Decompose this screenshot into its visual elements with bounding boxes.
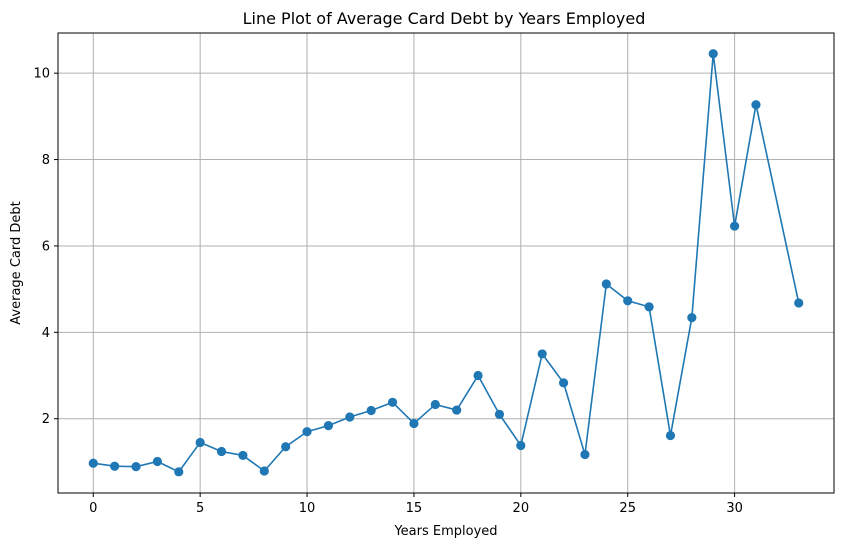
x-tick-label: 10 [299,501,316,516]
series-line [93,53,800,473]
data-point [430,399,440,410]
x-tick-label: 0 [89,501,97,516]
data-point [794,298,804,308]
data-point [665,430,676,441]
data-point [516,440,526,451]
data-point [152,456,163,467]
data-point [494,409,505,419]
y-tick-label: 4 [42,326,50,341]
data-point [452,405,462,415]
data-point [708,49,718,59]
y-tick-label: 2 [42,412,50,427]
data-point [580,449,590,460]
data-point [366,405,376,416]
data-point [88,458,98,468]
y-axis-label: Average Card Debt [9,201,24,324]
y-tick-label: 6 [42,239,50,254]
x-axis-label: Years Employed [393,524,497,539]
data-point [323,421,334,431]
data-point [110,461,120,471]
x-tick-label: 30 [726,501,743,516]
data-point [174,467,184,477]
data-point [387,397,398,407]
data-point [302,427,312,437]
data-series [88,49,804,477]
data-point [345,412,355,422]
data-point [131,462,141,472]
data-point [195,437,205,448]
data-point [751,100,761,110]
data-point [601,279,611,289]
data-point [238,450,248,461]
y-tick-label: 8 [42,153,50,168]
data-point [537,349,547,359]
data-point [558,378,569,388]
x-tick-label: 5 [196,501,204,516]
data-point [409,418,419,429]
x-tick-label: 15 [406,501,423,516]
x-tick-label: 20 [513,501,530,516]
plot-frame [57,32,835,494]
axis-ticks: 0 5 10 15 20 25 30 2 4 6 8 10 [33,67,742,516]
data-point [687,313,697,323]
chart-title: Line Plot of Average Card Debt by Years … [243,9,646,28]
y-tick-label: 10 [33,67,50,82]
data-point [473,370,483,381]
grid-lines [58,33,834,493]
data-point [216,446,227,457]
data-point [644,302,654,312]
data-point [623,296,633,306]
data-point [259,466,269,476]
data-point [281,442,291,452]
x-tick-label: 25 [619,501,636,516]
data-point [729,221,740,231]
